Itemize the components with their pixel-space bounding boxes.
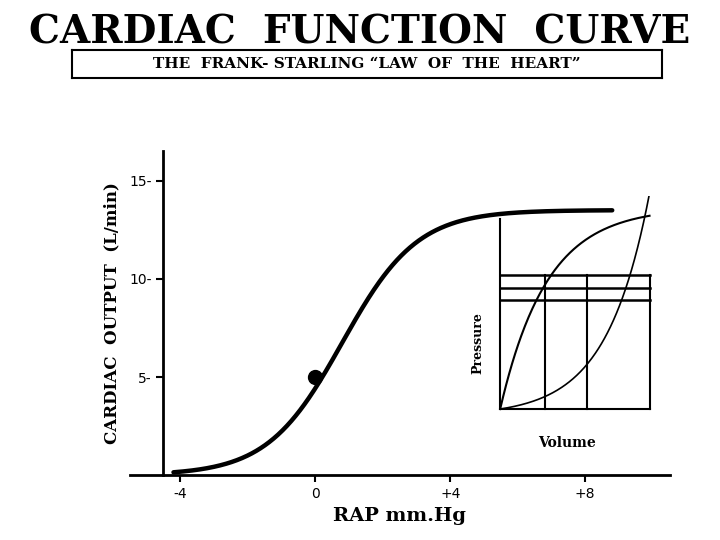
Y-axis label: CARDIAC  OUTPUT  (L/min): CARDIAC OUTPUT (L/min) [104, 183, 121, 444]
X-axis label: RAP mm.Hg: RAP mm.Hg [333, 507, 466, 524]
Text: Pressure: Pressure [472, 313, 485, 374]
Text: Volume: Volume [539, 436, 596, 450]
Text: THE  FRANK- STARLING “LAW  OF  THE  HEART”: THE FRANK- STARLING “LAW OF THE HEART” [153, 57, 581, 71]
Text: CARDIAC  FUNCTION  CURVE: CARDIAC FUNCTION CURVE [30, 14, 690, 51]
